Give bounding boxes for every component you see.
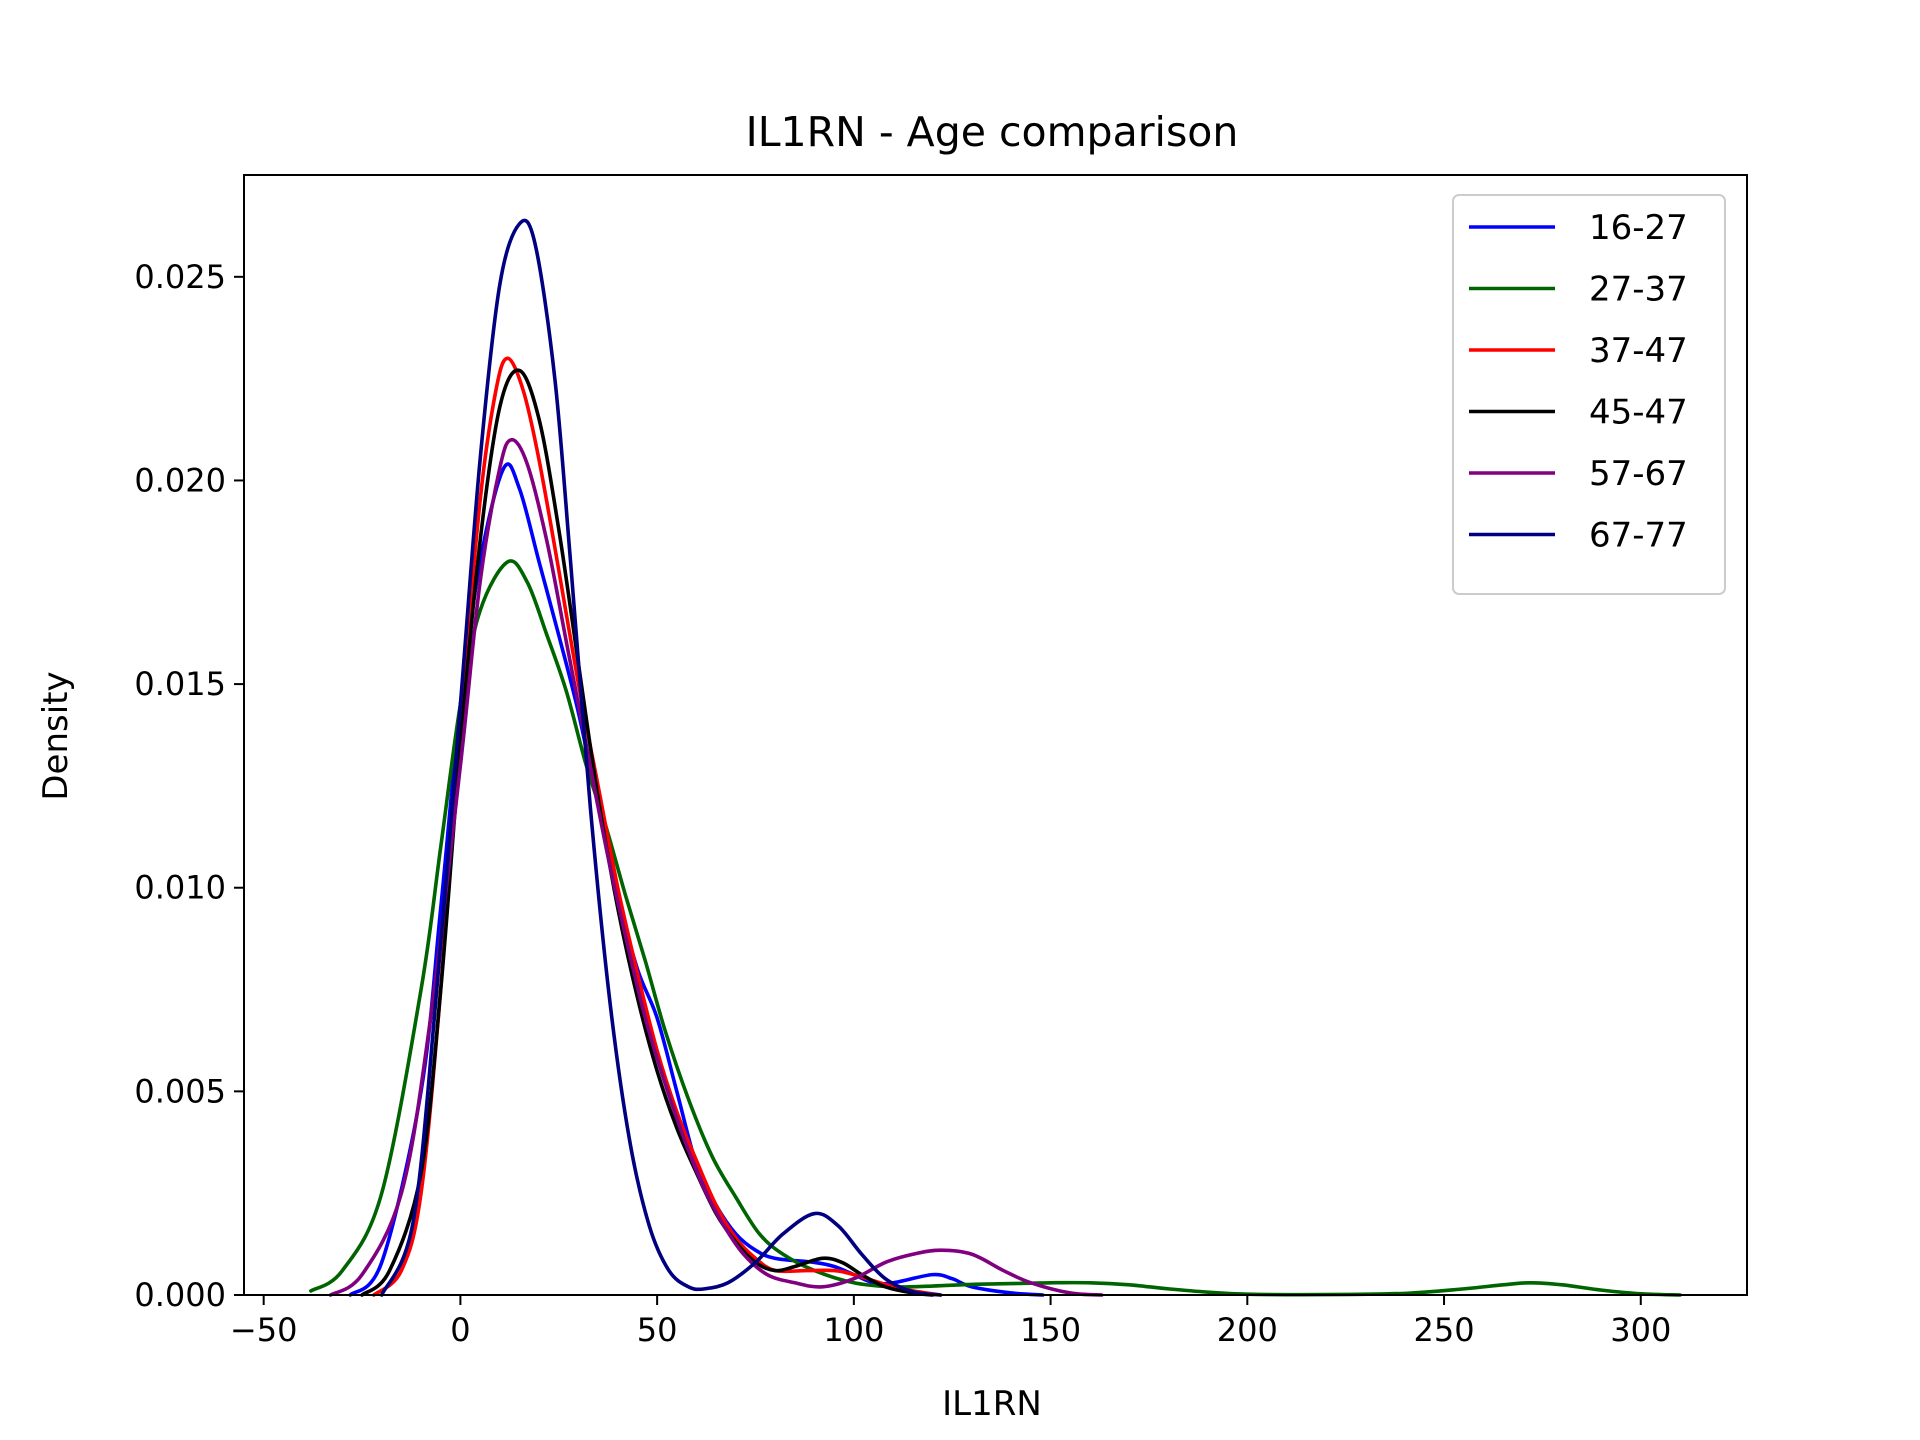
legend: 16-27 27-37 37-47 45-47 57-67 67-77 <box>1452 194 1726 595</box>
series-layer <box>309 218 1682 1297</box>
x-tick-label: 300 <box>1610 1311 1671 1349</box>
legend-label-57-67: 57-67 <box>1589 454 1688 494</box>
legend-label-45-47: 45-47 <box>1589 393 1688 433</box>
y-tick-label: 0.005 <box>134 1072 226 1110</box>
legend-label-27-37: 27-37 <box>1589 270 1688 310</box>
legend-label-37-47: 37-47 <box>1589 331 1688 371</box>
series-line-57-67 <box>328 437 1104 1297</box>
x-tick-label: −50 <box>230 1311 298 1349</box>
chart-title: IL1RN - Age comparison <box>746 108 1239 156</box>
x-tick-label: 200 <box>1217 1311 1278 1349</box>
y-axis-title: Density <box>36 671 76 800</box>
x-tick-label: 100 <box>823 1311 884 1349</box>
x-tick-label: 0 <box>450 1311 470 1349</box>
axes-layer: −50 0 50 100 150 200 250 300 0.000 0.005 0.010 0.01… <box>134 174 1748 1349</box>
legend-box <box>1452 194 1726 595</box>
y-tick-label: 0.000 <box>134 1276 226 1314</box>
x-tick-label: 250 <box>1414 1311 1475 1349</box>
x-tick-label: 150 <box>1020 1311 1081 1349</box>
x-tick-label: 50 <box>637 1311 678 1349</box>
y-tick-label: 0.010 <box>134 869 226 907</box>
plot-frame <box>243 174 1748 1296</box>
legend-label-67-77: 67-77 <box>1589 516 1688 556</box>
series-line-67-77 <box>379 218 943 1297</box>
y-tick-label: 0.020 <box>134 461 226 499</box>
legend-label-16-27: 16-27 <box>1589 208 1688 248</box>
x-axis-title: IL1RN <box>942 1384 1042 1424</box>
y-tick-label: 0.015 <box>134 665 226 703</box>
y-tick-label: 0.025 <box>134 258 226 296</box>
